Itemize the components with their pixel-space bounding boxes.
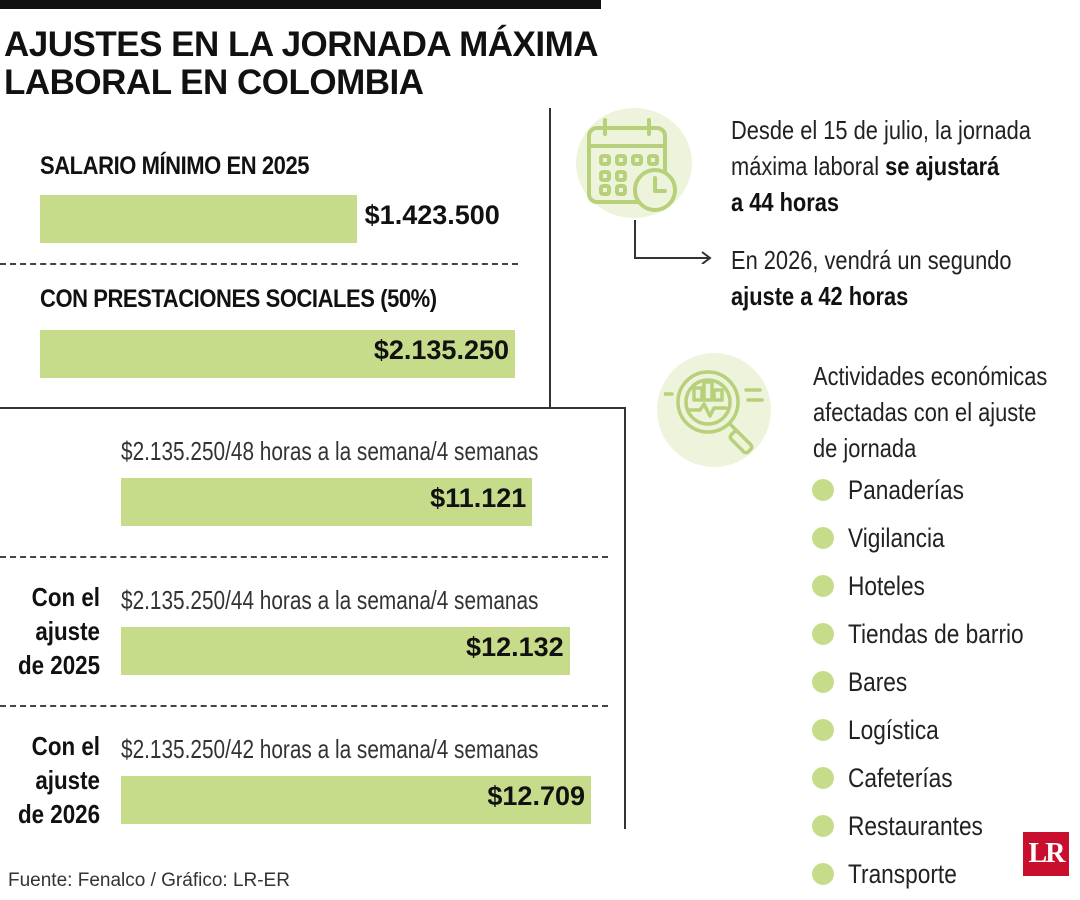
top-rule [0, 0, 601, 9]
activity-label: Hoteles [848, 570, 925, 601]
bullet-dot-icon [812, 575, 834, 597]
bullet-dot-icon [812, 767, 834, 789]
hourly-bar-44 [121, 627, 570, 675]
formula-42: $2.135.250/42 horas a la semana/4 semana… [121, 734, 539, 764]
activity-label: Bares [848, 666, 908, 697]
row-label-line: de 2025 [17, 650, 101, 680]
hourly-bar-48 [121, 478, 533, 526]
activities-title-line: Actividades económicas [813, 361, 1048, 391]
arrow-right-icon [634, 220, 712, 264]
activity-item: Hoteles [812, 562, 1057, 610]
formula-48: $2.135.250/48 horas a la semana/4 semana… [121, 436, 539, 466]
salary-value: $1.423.500 [364, 200, 500, 230]
bullet-dot-icon [812, 671, 834, 693]
hourly-value-48: $11.121 [430, 483, 527, 513]
activities-title: Actividades económicas afectadas con el … [813, 358, 1047, 466]
title-line-1: AJUSTES EN LA JORNADA MÁXIMA [4, 25, 599, 64]
hourly-bar-42 [121, 776, 591, 824]
activities-title-line: afectadas con el ajuste [813, 397, 1037, 427]
calendar-clock-icon [587, 118, 677, 212]
activity-item: Transporte [812, 850, 1057, 898]
benefits-label: CON PRESTACIONES SOCIALES (50%) [40, 285, 437, 313]
note-first-line-1: Desde el 15 de julio, la jornada [731, 115, 1031, 145]
divider-dashed [0, 263, 518, 265]
activity-label: Tiendas de barrio [848, 618, 1024, 649]
bullet-dot-icon [812, 623, 834, 645]
activity-item: Logística [812, 706, 1057, 754]
row-label-line: de 2026 [17, 799, 101, 829]
bullet-dot-icon [812, 719, 834, 741]
row-label-line: ajuste [35, 765, 100, 795]
logo-text: LR [1028, 838, 1066, 869]
salary-bar [40, 195, 357, 243]
row-label-line: Con el [31, 582, 100, 612]
note-second: En 2026, vendrá un segundo ajuste a 42 h… [731, 242, 1012, 314]
bullet-dot-icon [812, 479, 834, 501]
frame-divider-vertical-top [549, 108, 551, 408]
bullet-dot-icon [812, 863, 834, 885]
activity-item: Vigilancia [812, 514, 1057, 562]
activity-label: Panaderías [848, 474, 965, 505]
bullet-dot-icon [812, 527, 834, 549]
row-label-line: Con el [31, 731, 100, 761]
activity-label: Vigilancia [848, 522, 945, 553]
hourly-value-44: $12.132 [466, 632, 564, 662]
row-label-2025: Con el ajuste de 2025 [16, 580, 100, 682]
activity-item: Tiendas de barrio [812, 610, 1057, 658]
activity-label: Logística [848, 714, 939, 745]
divider-dashed [0, 556, 608, 558]
salary-label: SALARIO MÍNIMO EN 2025 [40, 152, 310, 180]
title-line-2: LABORAL EN COLOMBIA [4, 63, 424, 102]
activities-title-line: de jornada [813, 433, 917, 463]
note-first-line-2: máxima laboral se ajustará [731, 151, 1000, 181]
activity-label: Restaurantes [848, 810, 983, 841]
benefits-bar [40, 330, 515, 378]
note-first-line-3: a 44 horas [731, 187, 840, 217]
formula-44: $2.135.250/44 horas a la semana/4 semana… [121, 585, 539, 615]
frame-divider-vertical-bottom [624, 407, 626, 829]
source-note: Fuente: Fenalco / Gráfico: LR-ER [8, 870, 290, 891]
magnifier-chart-icon [664, 370, 764, 455]
activity-item: Bares [812, 658, 1057, 706]
activities-list: Panaderías Vigilancia Hoteles Tiendas de ba… [812, 466, 1057, 898]
note-second-line-1: En 2026, vendrá un segundo [731, 245, 1012, 275]
frame-divider-horizontal [0, 407, 626, 409]
activity-item: Restaurantes [812, 802, 1057, 850]
chart-title: AJUSTES EN LA JORNADA MÁXIMA LABORAL EN … [4, 25, 599, 102]
activity-item: Panaderías [812, 466, 1057, 514]
activity-item: Cafeterías [812, 754, 1057, 802]
row-label-line: ajuste [35, 616, 100, 646]
benefits-value: $2.135.250 [373, 335, 509, 365]
lr-logo: LR [1023, 832, 1069, 876]
note-second-line-2: ajuste a 42 horas [731, 281, 909, 311]
note-first: Desde el 15 de julio, la jornada máxima … [731, 112, 1031, 220]
divider-dashed [0, 705, 608, 707]
row-label-2026: Con el ajuste de 2026 [16, 729, 100, 831]
bullet-dot-icon [812, 815, 834, 837]
activity-label: Cafeterías [848, 762, 953, 793]
activity-label: Transporte [848, 858, 957, 889]
hourly-value-42: $12.709 [487, 781, 585, 811]
